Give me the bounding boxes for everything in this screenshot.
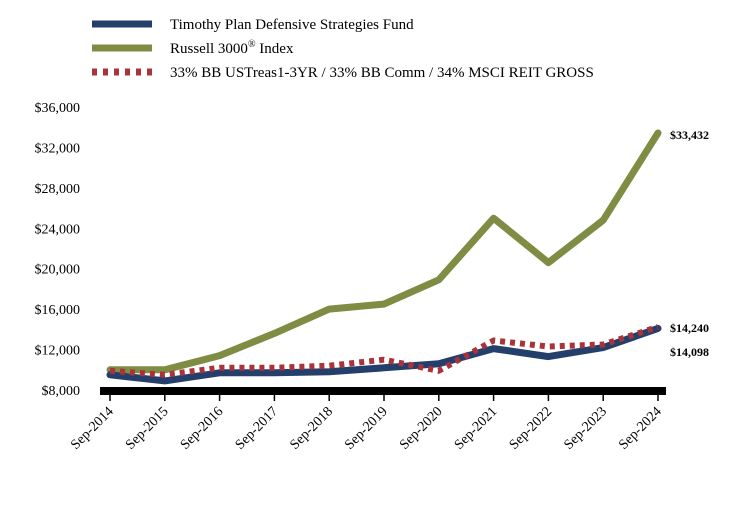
y-tick-label: $24,000 bbox=[35, 222, 81, 237]
series-lines bbox=[106, 129, 662, 385]
y-tick-label: $16,000 bbox=[35, 303, 81, 318]
x-tick-label: Sep-2020 bbox=[397, 404, 446, 453]
x-tick-label: Sep-2023 bbox=[561, 404, 610, 453]
legend-label-1: Timothy Plan Defensive Strategies Fund bbox=[170, 17, 414, 33]
x-tick-label: Sep-2016 bbox=[178, 404, 227, 453]
series-line-1 bbox=[106, 324, 662, 385]
x-tick-label: Sep-2017 bbox=[233, 404, 282, 453]
series-line-2 bbox=[106, 129, 662, 374]
y-tick-label: $36,000 bbox=[35, 101, 81, 116]
x-axis-baseline bbox=[100, 387, 666, 395]
legend-label-3: 33% BB USTreas1-3YR / 33% BB Comm / 34% … bbox=[170, 65, 594, 81]
y-tick-label: $28,000 bbox=[35, 182, 81, 197]
end-value-label-1: $14,098 bbox=[670, 345, 709, 359]
end-value-label-3: $14,240 bbox=[670, 321, 709, 335]
x-axis: Sep-2014 Sep-2015 Sep-2016 Sep-2017 Sep-2018… bbox=[68, 387, 666, 453]
end-labels: $14,098 $33,432 $14,240 bbox=[670, 128, 709, 359]
x-tick-label: Sep-2024 bbox=[616, 404, 665, 453]
series-line-3 bbox=[109, 324, 659, 378]
x-tick-label: Sep-2014 bbox=[68, 404, 117, 453]
x-tick-label: Sep-2021 bbox=[452, 404, 501, 453]
y-tick-label: $20,000 bbox=[35, 263, 81, 278]
y-tick-label: $8,000 bbox=[42, 384, 81, 399]
x-tick-label: Sep-2015 bbox=[123, 404, 172, 453]
x-tick-label: Sep-2018 bbox=[287, 404, 336, 453]
y-tick-label: $32,000 bbox=[35, 141, 81, 156]
y-axis: $8,000 $12,000 $16,000 $20,000 $24,000 $28,00… bbox=[35, 101, 81, 399]
y-tick-label: $12,000 bbox=[35, 344, 81, 359]
legend-label-2: Russell 3000® Index bbox=[170, 39, 294, 57]
end-value-label-2: $33,432 bbox=[670, 128, 709, 142]
x-tick-label: Sep-2019 bbox=[342, 404, 391, 453]
x-tick-label: Sep-2022 bbox=[507, 404, 556, 453]
legend: Timothy Plan Defensive Strategies Fund Ru… bbox=[92, 17, 594, 81]
